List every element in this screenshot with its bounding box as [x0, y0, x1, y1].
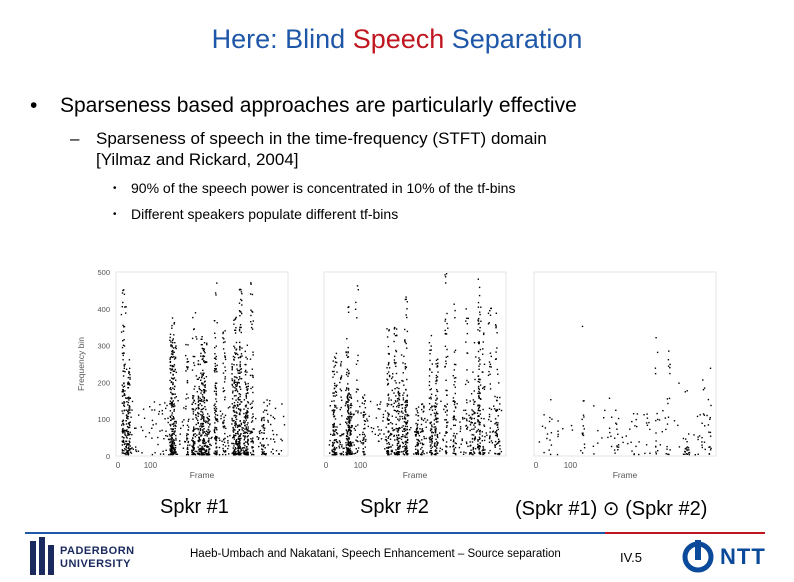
plot-area: [533, 271, 717, 457]
dash-marker: –: [70, 129, 80, 148]
footer-text: Haeb-Umbach and Nakatani, Speech Enhance…: [190, 548, 561, 560]
y-tick-label: 400: [97, 305, 110, 314]
bullet-level2: – Sparseness of speech in the time-frequ…: [70, 128, 670, 170]
title-post: Separation: [444, 24, 583, 54]
footer-rule-blue: [25, 532, 605, 534]
x-tick-label: 0: [116, 461, 121, 470]
bullet-marker: •: [113, 209, 117, 220]
spectrogram-plot-2: 0 100 Frame: [314, 268, 514, 478]
footer-rule-red: [605, 532, 765, 534]
title-pre: Here: Blind: [211, 24, 353, 54]
paderborn-logo-icon: [28, 537, 56, 582]
x-axis-label: Frame: [613, 470, 638, 478]
bullet-level1-text: Sparseness based approaches are particul…: [60, 94, 577, 117]
dot-cloud: [120, 282, 286, 456]
dot-cloud: [538, 325, 712, 456]
caption-product: (Spkr #1) ⊙ (Spkr #2): [515, 498, 708, 520]
y-tick-label: 0: [106, 452, 110, 461]
bullet-level3-b: • Different speakers populate different t…: [113, 206, 398, 222]
bullet-level3-a: • 90% of the speech power is concentrated…: [113, 180, 515, 196]
bullet-level3-a-text: 90% of the speech power is concentrated …: [131, 180, 516, 196]
bullet-marker: •: [113, 183, 117, 194]
page-number: IV.5: [620, 550, 642, 565]
bullet-level1: • Sparseness based approaches are particu…: [30, 94, 577, 118]
x-tick-label: 0: [534, 461, 539, 470]
x-tick-label: 100: [144, 461, 158, 470]
bullet-level2-line2: [Yilmaz and Rickard, 2004]: [96, 150, 299, 169]
y-tick-label: 100: [97, 415, 110, 424]
university-line2: UNIVERSITY: [60, 558, 132, 570]
bullet-level2-line1: Sparseness of speech in the time-frequen…: [96, 129, 547, 148]
x-tick-label: 100: [564, 461, 578, 470]
y-axis-label: Frequency bin: [76, 337, 86, 391]
university-line1: PADERBORN: [60, 545, 135, 557]
spectrogram-svg-3: 0 100 Frame: [533, 271, 717, 478]
x-axis-label: Frame: [190, 470, 215, 478]
x-tick-label: 0: [324, 461, 329, 470]
company-name: NTT: [720, 544, 766, 569]
bullet-marker: •: [30, 94, 38, 117]
y-tick-label: 500: [97, 268, 110, 277]
spectrogram-plot-1: 0 100 200 300 400 500 Frequency bin 0 100 Frame: [74, 268, 296, 478]
university-name: PADERBORN UNIVERSITY: [60, 545, 135, 571]
bullet-level3-b-text: Different speakers populate different tf…: [131, 206, 399, 222]
dot-cloud: [328, 273, 503, 456]
plot-area: [115, 271, 289, 457]
spectrogram-plot-3: 0 100 Frame: [524, 268, 724, 478]
x-tick-label: 100: [354, 461, 368, 470]
spectrogram-svg-2: 0 100 Frame: [323, 271, 507, 478]
title-highlight: Speech: [352, 24, 445, 54]
y-tick-label: 200: [97, 378, 110, 387]
plot-area: [323, 271, 507, 457]
caption-spkr2: Spkr #2: [360, 496, 429, 518]
ntt-logo-icon: [680, 540, 716, 579]
spectrogram-svg-1: 0 100 200 300 400 500 Frequency bin 0 100 Frame: [76, 268, 289, 478]
slide-title: Here: Blind Speech Separation: [0, 24, 794, 55]
caption-spkr1: Spkr #1: [160, 496, 229, 518]
y-tick-label: 300: [97, 342, 110, 351]
x-axis-label: Frame: [403, 470, 428, 478]
